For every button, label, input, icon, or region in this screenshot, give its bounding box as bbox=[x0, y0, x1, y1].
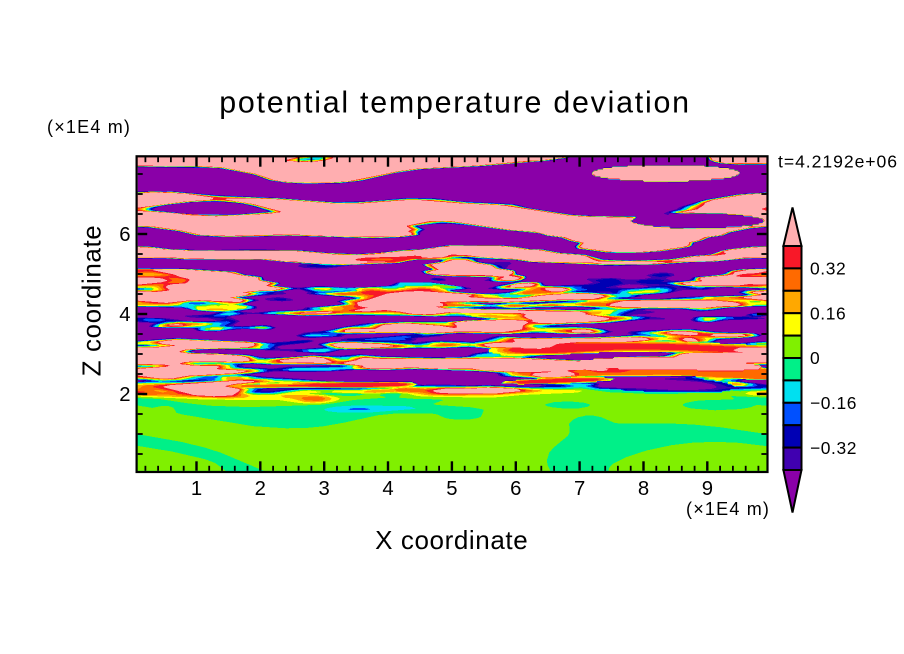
svg-text:4: 4 bbox=[382, 478, 393, 500]
svg-text:1: 1 bbox=[191, 478, 202, 500]
svg-text:4: 4 bbox=[119, 304, 130, 326]
svg-text:5: 5 bbox=[446, 478, 457, 500]
svg-text:6: 6 bbox=[510, 478, 521, 500]
svg-text:0.32: 0.32 bbox=[810, 259, 846, 279]
svg-text:2: 2 bbox=[255, 478, 266, 500]
svg-text:t=4.2192e+06: t=4.2192e+06 bbox=[778, 152, 898, 172]
svg-text:(×1E4 m): (×1E4 m) bbox=[686, 499, 770, 519]
svg-text:3: 3 bbox=[319, 478, 330, 500]
svg-text:−0.32: −0.32 bbox=[810, 438, 857, 458]
svg-text:−0.16: −0.16 bbox=[810, 393, 857, 413]
svg-text:9: 9 bbox=[702, 478, 713, 500]
svg-text:potential temperature deviatio: potential temperature deviation bbox=[219, 85, 691, 119]
svg-text:2: 2 bbox=[119, 384, 130, 406]
svg-text:6: 6 bbox=[119, 224, 130, 246]
svg-text:Z coordinate: Z coordinate bbox=[77, 225, 107, 377]
svg-text:8: 8 bbox=[638, 478, 649, 500]
svg-text:0.16: 0.16 bbox=[810, 303, 846, 323]
svg-text:7: 7 bbox=[574, 478, 585, 500]
svg-text:0: 0 bbox=[810, 348, 820, 368]
svg-text:(×1E4 m): (×1E4 m) bbox=[47, 117, 131, 137]
svg-text:X coordinate: X coordinate bbox=[375, 525, 528, 555]
